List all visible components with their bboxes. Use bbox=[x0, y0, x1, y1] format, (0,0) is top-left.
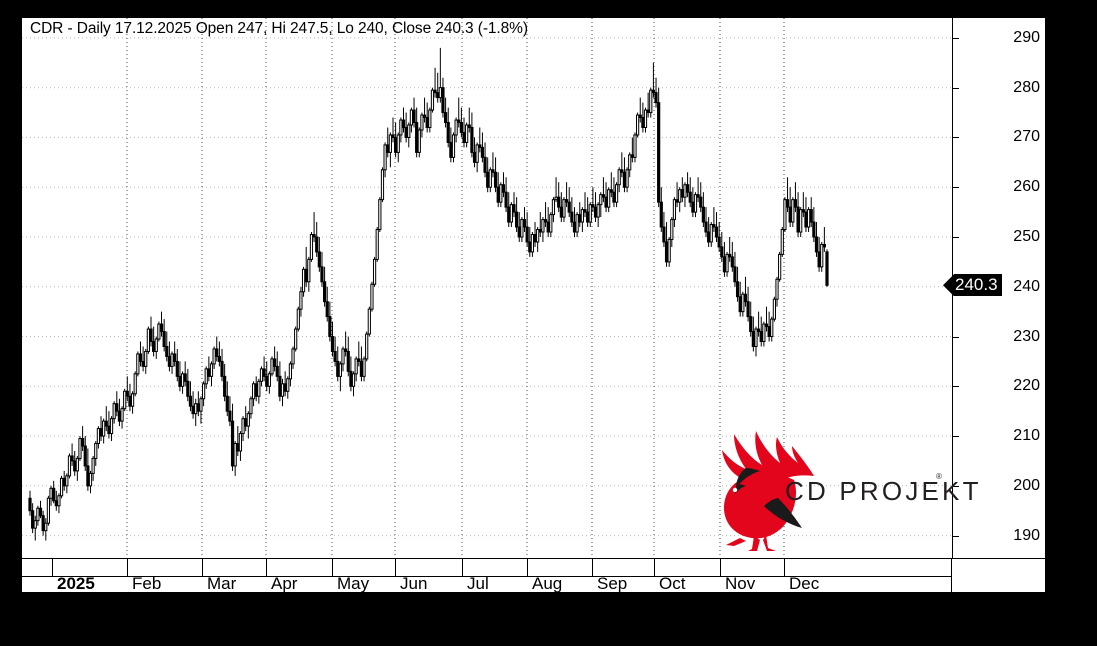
price-tick-label: 230 bbox=[1013, 327, 1040, 345]
price-tick-label: 280 bbox=[1013, 78, 1040, 96]
date-tick bbox=[395, 559, 396, 576]
price-tick bbox=[952, 137, 959, 139]
date-tick bbox=[784, 559, 785, 576]
price-tick bbox=[952, 336, 959, 338]
date-tick-label: 2025 bbox=[57, 574, 95, 593]
price-marker-arrow bbox=[943, 274, 954, 297]
date-tick-label: May bbox=[337, 574, 370, 593]
date-tick bbox=[720, 559, 721, 576]
price-tick-label: 260 bbox=[1013, 178, 1040, 196]
date-tick-label: Sep bbox=[597, 574, 628, 593]
price-tick bbox=[952, 535, 959, 537]
date-tick bbox=[527, 559, 528, 576]
cd-projekt-wordmark: CD PROJEKT bbox=[785, 476, 982, 506]
date-axis-mid-line bbox=[22, 576, 952, 577]
price-tick-label: 240 bbox=[1013, 277, 1040, 295]
date-tick-label: Apr bbox=[271, 574, 298, 593]
last-price-marker: 240.3 bbox=[943, 274, 1002, 297]
chart-canvas: CDR - Daily 17.12.2025 Open 247, Hi 247.… bbox=[22, 18, 1045, 604]
price-tick-label: 200 bbox=[1013, 476, 1040, 494]
date-tick bbox=[127, 559, 128, 576]
price-tick bbox=[952, 485, 959, 487]
price-tick-label: 220 bbox=[1013, 377, 1040, 395]
price-tick bbox=[952, 436, 959, 438]
price-plot-area[interactable] bbox=[22, 18, 952, 558]
date-tick bbox=[592, 559, 593, 576]
date-tick-label: Dec bbox=[789, 574, 820, 593]
price-tick bbox=[952, 237, 959, 238]
registered-mark: ® bbox=[936, 472, 942, 481]
date-tick bbox=[202, 559, 203, 576]
price-tick-label: 190 bbox=[1013, 526, 1040, 544]
date-tick bbox=[654, 559, 655, 576]
cd-projekt-bird-icon bbox=[722, 431, 814, 551]
date-tick-label: Mar bbox=[207, 574, 237, 593]
price-tick-label: 210 bbox=[1013, 427, 1040, 445]
date-tick-label: Jun bbox=[400, 574, 428, 593]
date-tick-label: Oct bbox=[659, 574, 686, 593]
date-tick bbox=[462, 559, 463, 576]
candlestick-svg bbox=[22, 18, 952, 558]
price-tick-label: 270 bbox=[1013, 128, 1040, 146]
date-axis-end-tick bbox=[951, 558, 952, 592]
price-tick-label: 290 bbox=[1013, 28, 1040, 46]
date-tick-label: Nov bbox=[725, 574, 756, 593]
amibroker-credit: Created with AmiBroker - advanced charti… bbox=[25, 592, 505, 604]
price-tick bbox=[952, 87, 959, 89]
date-axis[interactable]: 2025 Feb Mar Apr May Jun Jul Aug Sep Oct Nov Dec bbox=[22, 558, 1045, 593]
date-tick bbox=[266, 559, 267, 576]
date-axis-top-line bbox=[22, 558, 1045, 559]
price-tick bbox=[952, 187, 959, 189]
date-tick bbox=[52, 559, 53, 576]
price-marker-value: 240.3 bbox=[954, 274, 1002, 297]
date-tick-label: Jul bbox=[467, 574, 489, 593]
price-tick bbox=[952, 386, 959, 388]
date-tick-label: Feb bbox=[132, 574, 162, 593]
price-tick bbox=[952, 37, 959, 39]
chart-title: CDR - Daily 17.12.2025 Open 247, Hi 247.… bbox=[30, 20, 528, 37]
date-tick-label: Aug bbox=[532, 574, 563, 593]
cd-projekt-logo: CD PROJEKT ® bbox=[710, 428, 978, 553]
price-tick-label: 250 bbox=[1013, 228, 1040, 245]
date-tick bbox=[332, 559, 333, 576]
